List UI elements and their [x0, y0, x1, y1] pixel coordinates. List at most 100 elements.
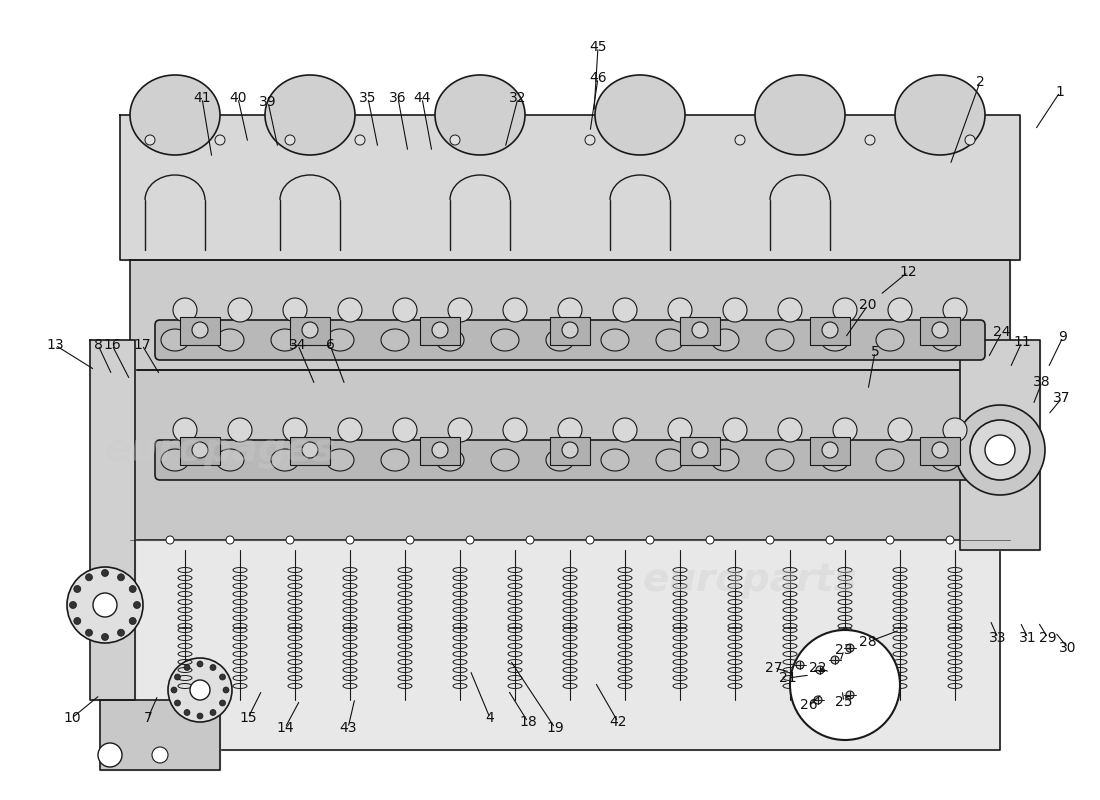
Circle shape [833, 298, 857, 322]
Text: 1: 1 [1056, 85, 1065, 99]
Circle shape [826, 536, 834, 544]
Bar [680, 317, 720, 345]
Circle shape [766, 536, 774, 544]
Circle shape [152, 747, 168, 763]
Text: 15: 15 [239, 711, 256, 725]
Circle shape [955, 405, 1045, 495]
Polygon shape [130, 370, 1010, 540]
Circle shape [197, 713, 204, 719]
Circle shape [285, 135, 295, 145]
Text: 44: 44 [414, 91, 431, 105]
Circle shape [184, 665, 190, 670]
Circle shape [286, 536, 294, 544]
Text: 36: 36 [389, 91, 407, 105]
Circle shape [129, 586, 136, 593]
Polygon shape [110, 540, 1000, 750]
Text: 10: 10 [63, 711, 80, 725]
Circle shape [846, 644, 854, 652]
Circle shape [448, 298, 472, 322]
Polygon shape [90, 340, 135, 700]
Circle shape [86, 630, 92, 636]
Ellipse shape [491, 449, 519, 471]
Circle shape [706, 536, 714, 544]
Ellipse shape [381, 329, 409, 351]
Ellipse shape [326, 329, 354, 351]
Circle shape [888, 418, 912, 442]
Ellipse shape [656, 449, 684, 471]
Ellipse shape [546, 449, 574, 471]
Bar [420, 317, 460, 345]
Circle shape [220, 674, 225, 680]
Circle shape [74, 618, 80, 625]
Text: 20: 20 [859, 298, 877, 312]
Text: 19: 19 [546, 721, 564, 735]
Text: 46: 46 [590, 71, 607, 85]
Text: 9: 9 [1058, 330, 1067, 344]
Text: 5: 5 [870, 345, 879, 359]
Circle shape [943, 418, 967, 442]
Circle shape [846, 691, 854, 699]
Text: 40: 40 [229, 91, 246, 105]
Circle shape [67, 567, 143, 643]
Circle shape [197, 661, 204, 667]
Circle shape [192, 442, 208, 458]
Bar [420, 437, 460, 465]
Circle shape [101, 634, 109, 641]
FancyBboxPatch shape [155, 440, 984, 480]
Circle shape [166, 536, 174, 544]
Text: 7: 7 [144, 711, 153, 725]
Circle shape [822, 322, 838, 338]
Circle shape [86, 574, 92, 581]
Ellipse shape [546, 329, 574, 351]
Text: 31: 31 [1020, 631, 1037, 645]
Text: 22: 22 [810, 661, 827, 675]
Circle shape [168, 658, 232, 722]
Circle shape [562, 442, 578, 458]
Circle shape [190, 680, 210, 700]
Text: 21: 21 [779, 671, 796, 685]
Circle shape [814, 696, 822, 704]
Text: 35: 35 [360, 91, 376, 105]
Circle shape [220, 700, 225, 706]
Circle shape [586, 536, 594, 544]
Circle shape [133, 602, 141, 609]
Text: 32: 32 [509, 91, 527, 105]
Circle shape [723, 418, 747, 442]
Ellipse shape [161, 329, 189, 351]
Circle shape [129, 618, 136, 625]
Circle shape [943, 298, 967, 322]
Circle shape [406, 536, 414, 544]
Circle shape [338, 418, 362, 442]
Circle shape [723, 298, 747, 322]
Circle shape [393, 298, 417, 322]
Circle shape [448, 418, 472, 442]
Text: europarts: europarts [642, 561, 857, 599]
Bar [290, 317, 330, 345]
Circle shape [946, 536, 954, 544]
Text: 45: 45 [590, 40, 607, 54]
Circle shape [796, 661, 804, 669]
Ellipse shape [595, 75, 685, 155]
Ellipse shape [931, 329, 959, 351]
Circle shape [778, 418, 802, 442]
Text: 27: 27 [766, 661, 783, 675]
Text: 11: 11 [1013, 335, 1031, 349]
Ellipse shape [601, 329, 629, 351]
Text: 38: 38 [1033, 375, 1050, 389]
Circle shape [613, 298, 637, 322]
Ellipse shape [931, 449, 959, 471]
Ellipse shape [491, 329, 519, 351]
Circle shape [302, 442, 318, 458]
Text: 17: 17 [133, 338, 151, 352]
Polygon shape [130, 260, 1010, 370]
Circle shape [646, 536, 654, 544]
Bar [180, 317, 220, 345]
Circle shape [432, 322, 448, 338]
Text: 43: 43 [339, 721, 356, 735]
Circle shape [585, 135, 595, 145]
Text: 6: 6 [326, 338, 334, 352]
Circle shape [888, 298, 912, 322]
Circle shape [98, 743, 122, 767]
Circle shape [145, 135, 155, 145]
Text: 29: 29 [1040, 631, 1057, 645]
